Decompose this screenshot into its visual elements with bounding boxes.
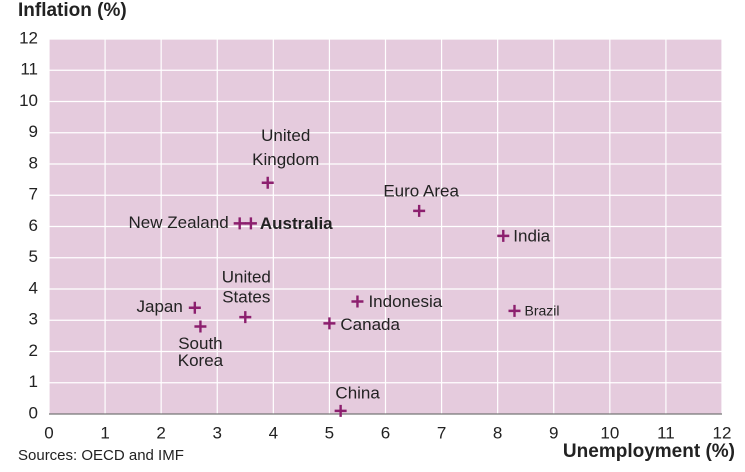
y-tick-label: 10	[19, 91, 38, 110]
y-tick-label: 8	[29, 153, 38, 172]
point-label: Canada	[340, 315, 400, 334]
point	[261, 176, 274, 189]
point	[188, 301, 201, 314]
x-tick-label: 12	[713, 423, 732, 442]
point	[508, 304, 521, 317]
y-tick-label: 7	[29, 185, 38, 204]
point-label: Euro Area	[383, 181, 459, 200]
point	[497, 229, 510, 242]
point	[194, 320, 207, 333]
x-tick-label: 8	[493, 423, 502, 442]
y-tick-label: 5	[29, 247, 38, 266]
y-tick-label: 12	[19, 28, 38, 47]
y-tick-label: 2	[29, 341, 38, 360]
x-tick-label: 0	[44, 423, 53, 442]
point-label: Brazil	[524, 303, 559, 319]
x-tick-label: 2	[156, 423, 165, 442]
point-label: Indonesia	[368, 292, 442, 311]
point	[323, 317, 336, 330]
y-tick-label: 6	[29, 216, 38, 235]
point-label: States	[222, 288, 270, 307]
point	[351, 295, 364, 308]
source: Sources: OECD and IMF	[18, 447, 184, 464]
point-label: Australia	[260, 214, 333, 233]
point-label: New Zealand	[129, 213, 229, 232]
x-axis-title: Unemployment (%)	[563, 441, 735, 462]
x-tick-label: 9	[549, 423, 558, 442]
point-label: China	[335, 383, 380, 402]
x-tick-label: 3	[213, 423, 222, 442]
point	[239, 311, 252, 324]
x-tick-label: 4	[269, 423, 278, 442]
point-label: India	[513, 226, 550, 245]
point	[413, 204, 426, 217]
point-label: Japan	[136, 297, 182, 316]
y-tick-label: 0	[29, 403, 38, 422]
x-tick-label: 11	[657, 423, 675, 442]
x-tick-label: 10	[600, 423, 619, 442]
point-label: Kingdom	[252, 150, 319, 169]
point	[233, 217, 246, 230]
y-tick-label: 4	[29, 278, 38, 297]
y-tick-label: 11	[20, 60, 38, 79]
point-label: United	[261, 126, 310, 145]
x-tick-label: 7	[437, 423, 446, 442]
x-tick-label: 5	[325, 423, 334, 442]
y-tick-label: 1	[29, 372, 38, 391]
point	[244, 217, 257, 230]
point-label: South	[178, 334, 222, 353]
point	[334, 404, 347, 417]
y-tick-label: 9	[29, 122, 38, 141]
y-tick-label: 3	[29, 310, 38, 329]
point-label: United	[222, 268, 271, 287]
x-tick-label: 1	[100, 423, 109, 442]
x-tick-label: 6	[381, 423, 390, 442]
point-label: Korea	[178, 351, 224, 370]
y-axis-title: Inflation (%)	[18, 0, 127, 21]
